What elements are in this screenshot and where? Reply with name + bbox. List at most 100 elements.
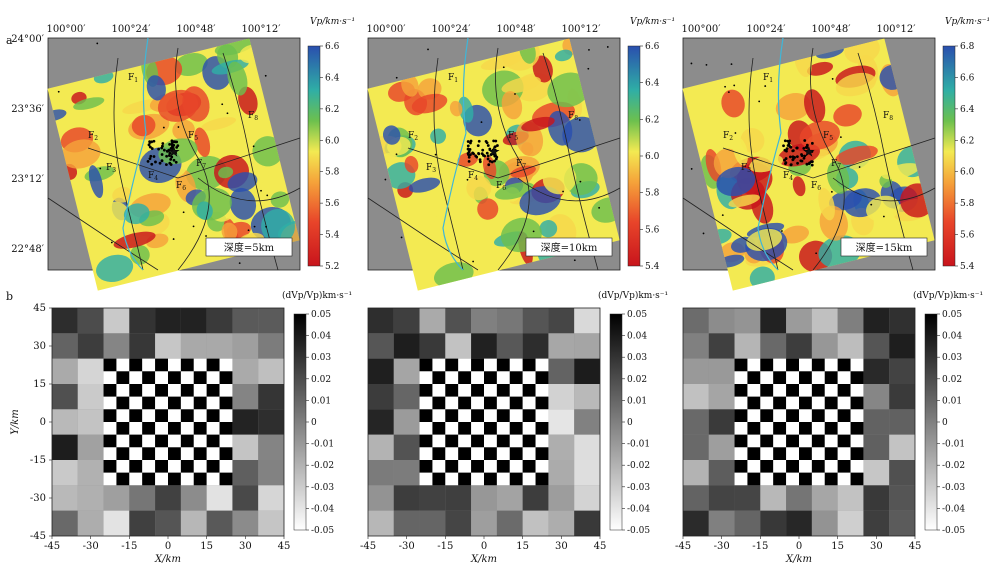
checker-cell [219, 409, 233, 422]
event-dot [690, 168, 693, 170]
checker-cell [155, 447, 168, 460]
colorbar-tick-label: 5.6 [960, 231, 975, 241]
colorbar-tick-label: -0.01 [311, 440, 334, 450]
velocity-anomaly [457, 152, 479, 167]
event-dot [758, 100, 761, 103]
event-dot [252, 145, 255, 148]
event-dot [785, 147, 789, 151]
checker-cell [193, 472, 207, 486]
y-tick-label: 0 [40, 417, 46, 428]
depth-label: 深度=15km [856, 241, 913, 254]
event-dot [784, 162, 787, 166]
checker-cell [734, 409, 748, 422]
velocity-anomaly [532, 55, 553, 83]
checker-cell [811, 409, 825, 422]
checker-cell [889, 434, 915, 460]
checker-cell [206, 447, 220, 460]
checker-cell [889, 510, 915, 536]
fault-label: F6 [496, 181, 506, 192]
checker-cell [863, 333, 890, 359]
checker-cell [103, 434, 117, 448]
y-tick-label: 15 [33, 379, 46, 390]
colorbar-tick-label: 6.4 [325, 73, 340, 83]
velocity-anomaly [131, 115, 156, 137]
velocity-anomaly [721, 89, 745, 118]
event-dot [799, 159, 803, 163]
event-dot [174, 151, 177, 155]
checker-cell [129, 358, 143, 372]
event-dot [466, 178, 469, 181]
velocity-anomaly [218, 166, 234, 179]
checker-cell [824, 409, 838, 422]
checker-cell [432, 472, 446, 486]
epicenter-star: ★ [803, 145, 815, 160]
checker-cell [496, 333, 523, 359]
colorbar-title: Vp/km·s⁻¹ [945, 17, 990, 27]
velocity-anomaly [423, 186, 454, 217]
event-dot [882, 215, 885, 218]
depth-label: 深度=5km [224, 241, 275, 254]
map-panel-1: ★ F1 F2 F3 F4 F5 F6 F7 F8 深度=5km 100°00′ 100°24′ 100… [11, 17, 355, 291]
colorbar-tick-label: -0.02 [311, 461, 334, 471]
checker-cell [824, 422, 838, 435]
fault-label: F3 [106, 163, 116, 174]
checker-cell [419, 409, 433, 422]
x-tick-label: -15 [752, 541, 768, 552]
checker-cell [206, 396, 220, 410]
checker-cell [232, 384, 259, 410]
event-dot [492, 150, 496, 153]
checker-cell [219, 384, 233, 397]
lat-tick-label: 24°00′ [11, 34, 44, 45]
checker-cell [180, 371, 194, 384]
event-dot [802, 146, 806, 150]
event-dot [488, 147, 492, 151]
checker-cell [471, 308, 497, 334]
velocity-anomaly [501, 76, 541, 94]
event-dot [192, 225, 195, 228]
velocity-anomaly [881, 163, 920, 180]
checker-cell [258, 434, 284, 460]
checker-cell [180, 396, 194, 410]
checker-cell [811, 434, 825, 448]
event-dot [480, 121, 483, 124]
checker-cell [683, 510, 709, 536]
fault-line [47, 197, 159, 271]
colorbar-tick-label: 0.03 [942, 353, 962, 363]
checker-cell [458, 409, 472, 422]
velocity-colorbar: Vp/km·s⁻¹ 6.6 6.4 6.2 6.0 5.8 5.6 5.4 [627, 17, 675, 272]
event-dot [806, 150, 809, 154]
checker-cell [773, 460, 787, 473]
checker-cell [129, 384, 143, 397]
checker-cell [496, 485, 523, 511]
event-dot [146, 159, 150, 163]
event-dot [172, 238, 175, 240]
checker-cell [206, 460, 220, 473]
fault-line [87, 137, 301, 179]
colorbar-tick-label: 5.6 [645, 225, 660, 235]
checker-cell [52, 358, 78, 384]
event-dot [514, 93, 516, 95]
checker-cell [116, 384, 130, 397]
checker-cell [760, 308, 787, 334]
fault-label: F3 [426, 163, 436, 174]
checker-cell [445, 384, 459, 397]
checker-cell [496, 384, 510, 397]
checker-cell [734, 333, 761, 359]
checker-cell [206, 384, 220, 397]
fault-label: F8 [248, 111, 258, 122]
event-dot [172, 140, 176, 144]
checker-cell [103, 371, 117, 384]
event-dot [810, 141, 814, 145]
event-dot [148, 145, 152, 149]
checker-cell [393, 460, 420, 486]
checker-cell [574, 358, 600, 384]
velocity-anomaly [833, 104, 862, 127]
checker-cell [445, 460, 459, 473]
checker-cell [232, 333, 259, 359]
checker-cell [889, 358, 915, 384]
x-tick-label: -15 [437, 541, 453, 552]
colorbar-tick-label: -0.03 [942, 483, 965, 493]
lon-tick-label: 100°24′ [746, 24, 786, 35]
checker-cell [850, 460, 864, 473]
checker-cell [683, 409, 709, 435]
